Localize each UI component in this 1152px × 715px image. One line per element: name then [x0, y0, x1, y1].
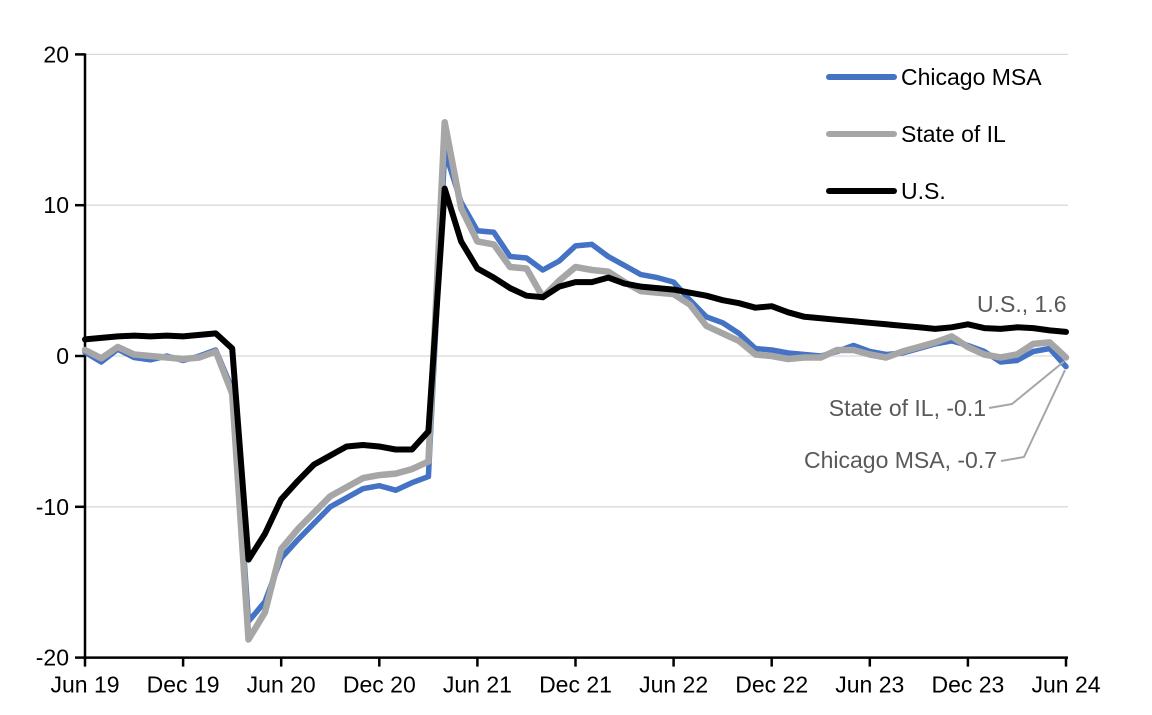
- y-tick-label-10: 10: [43, 192, 69, 218]
- x-tick-label-jun-21: Jun 21: [443, 672, 512, 698]
- legend-label-chicago-msa: Chicago MSA: [901, 64, 1042, 90]
- x-tick-label-dec-23: Dec 23: [931, 672, 1004, 698]
- y-tick-label--20: -20: [36, 645, 69, 671]
- x-tick-label-dec-19: Dec 19: [147, 672, 220, 698]
- legend-item-chicago-msa: Chicago MSA: [826, 63, 1042, 91]
- x-tick-label-jun-20: Jun 20: [247, 672, 316, 698]
- x-tick-label-jun-23: Jun 23: [835, 672, 904, 698]
- x-tick-label-dec-21: Dec 21: [539, 672, 612, 698]
- legend-swatch-state-of-il: [826, 131, 897, 137]
- x-tick-label-dec-20: Dec 20: [343, 672, 416, 698]
- annotation-chicago-msa-end-value: Chicago MSA, -0.7: [803, 447, 997, 473]
- leader-line-chicago-msa: [1000, 369, 1066, 462]
- legend-item-us: U.S.: [826, 177, 946, 205]
- legend-swatch-us: [826, 188, 897, 194]
- y-tick-label--10: -10: [36, 494, 69, 520]
- x-tick-label-jun-22: Jun 22: [639, 672, 708, 698]
- y-tick-label-0: 0: [56, 343, 69, 369]
- y-tick-label-20: 20: [43, 41, 69, 67]
- legend-item-state-of-il: State of IL: [826, 120, 1006, 148]
- legend: Chicago MSA State of IL U.S.: [826, 50, 1126, 210]
- leader-line-state-il: [988, 360, 1065, 409]
- series-line-u-s-: [82, 185, 1069, 563]
- annotation-state-il-end-value: State of IL, -0.1: [828, 395, 986, 421]
- x-tick-label-jun-24: Jun 24: [1031, 672, 1100, 698]
- legend-label-state-of-il: State of IL: [901, 121, 1006, 147]
- legend-label-us: U.S.: [901, 178, 946, 204]
- annotation-us-end-value: U.S., 1.6: [977, 291, 1067, 317]
- x-tick-label-jun-19: Jun 19: [50, 672, 119, 698]
- x-tick-label-dec-22: Dec 22: [735, 672, 808, 698]
- series-line-state-of-il: [81, 119, 1070, 643]
- legend-swatch-chicago-msa: [826, 74, 897, 80]
